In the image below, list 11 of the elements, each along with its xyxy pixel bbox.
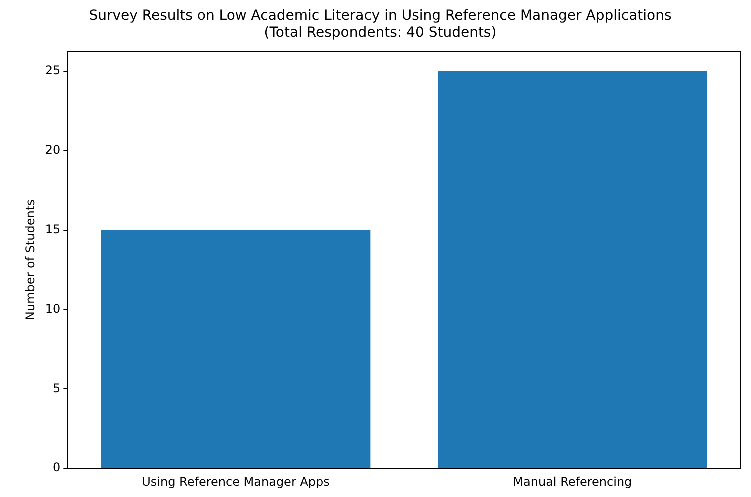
y-tick-label: 0 [53, 460, 61, 475]
chart-subtitle: (Total Respondents: 40 Students) [264, 24, 497, 41]
x-tick-label: Using Reference Manager Apps [142, 474, 330, 489]
y-tick-label: 10 [45, 302, 61, 316]
x-tick-label: Manual Referencing [513, 474, 632, 489]
y-tick-label: 15 [45, 222, 61, 236]
y-axis-title: Number of Students [23, 200, 38, 321]
y-tick-label: 5 [53, 381, 61, 396]
y-tick-label: 25 [45, 64, 61, 78]
chart-title: Survey Results on Low Academic Literacy in Using Reference Manager Applications [89, 8, 672, 24]
y-tick-label: 20 [45, 143, 61, 158]
